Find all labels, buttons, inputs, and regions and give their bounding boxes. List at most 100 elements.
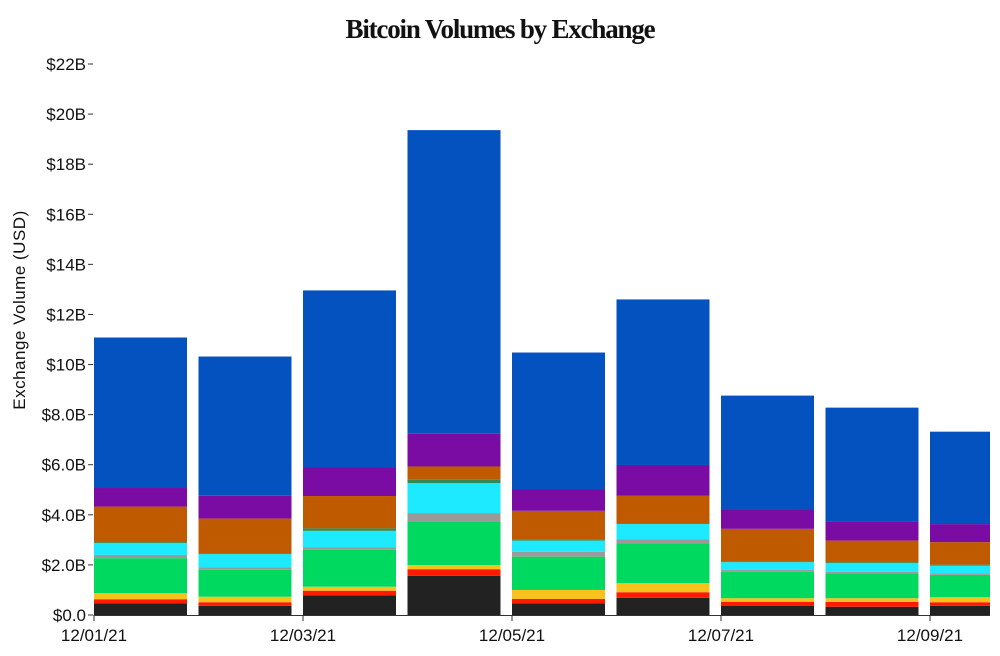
bar-stack: [825, 407, 919, 615]
bar-segment: [721, 598, 814, 602]
bar-segment: [721, 509, 814, 529]
y-tick-label: $6.0B: [42, 456, 86, 475]
bar-segment: [407, 521, 501, 566]
bar-segment: [407, 433, 501, 467]
bar-segment: [616, 464, 710, 496]
bar-segment: [407, 565, 501, 570]
bar-segment: [198, 569, 292, 597]
bar-stack: [930, 431, 990, 615]
bar-segment: [616, 597, 710, 615]
bar-segment: [930, 573, 990, 575]
x-tick-label: 12/09/21: [897, 626, 963, 645]
bar-segment: [616, 299, 710, 465]
x-tick-label: 12/07/21: [688, 626, 754, 645]
y-tick-label: $2.0B: [42, 556, 86, 575]
chart-title: Bitcoin Volumes by Exchange: [346, 14, 656, 44]
y-tick-label: $10B: [46, 356, 86, 375]
bar-segment: [198, 553, 292, 555]
bar-segment: [930, 542, 990, 565]
bar-segment: [825, 598, 919, 602]
bar-segment: [721, 395, 814, 510]
bar-segment: [616, 543, 710, 584]
y-axis: $0.0 $2.0B $4.0B $6.0B $8.0B $10B $12B $14B $16B…: [42, 55, 93, 625]
bar-segment: [825, 606, 919, 615]
bar-segment: [616, 523, 710, 525]
y-tick-label: $18B: [46, 155, 86, 174]
y-tick-label: $22B: [46, 55, 86, 74]
bar-segment: [721, 605, 814, 615]
bar-segment: [721, 562, 814, 570]
y-tick-label: $0.0: [53, 606, 86, 625]
bar-segment: [303, 595, 396, 615]
bar-segment: [930, 574, 990, 598]
bar-segment: [721, 561, 814, 563]
bar-segment: [94, 554, 187, 559]
bar-segment: [930, 564, 990, 566]
y-tick-label: $8.0B: [42, 406, 86, 425]
y-axis-label: Exchange Volume (USD): [10, 210, 29, 409]
bar-segment: [94, 558, 187, 594]
x-axis: 12/01/21 12/03/21 12/05/21 12/07/21 12/09/21: [61, 615, 990, 645]
bar-segment: [930, 602, 990, 606]
bar-segment: [825, 563, 919, 572]
bar-segment: [512, 539, 605, 541]
bar-segment: [825, 521, 919, 541]
bar-segment: [303, 496, 396, 529]
bar-segment: [930, 565, 990, 574]
bar-segment: [303, 528, 396, 531]
bar-segment: [825, 407, 919, 522]
bar-stack: [512, 352, 605, 615]
bar-segment: [94, 542, 187, 544]
bar-segment: [94, 603, 187, 615]
bar-segment: [303, 547, 396, 550]
x-tick-label: 12/01/21: [61, 626, 127, 645]
bar-segment: [825, 571, 919, 574]
bar-segment: [94, 506, 187, 543]
bar-segment: [407, 479, 501, 484]
bar-segment: [198, 605, 292, 615]
bar-segment: [721, 569, 814, 572]
bar-segment: [303, 549, 396, 587]
bar-segment: [825, 601, 919, 607]
bar-segment: [407, 483, 501, 514]
bar-segment: [303, 467, 396, 497]
bar-stack: [616, 299, 710, 615]
bar-stack: [721, 395, 814, 615]
bar-segment: [616, 539, 710, 544]
bar-segment: [198, 602, 292, 606]
y-tick-label: $14B: [46, 255, 86, 274]
bar-stack: [303, 290, 396, 615]
bar-segment: [94, 337, 187, 489]
bar-segment: [198, 596, 292, 603]
bar-segment: [198, 518, 292, 554]
bar-segment: [94, 593, 187, 600]
bar-segment: [616, 592, 710, 598]
bar-segment: [512, 589, 605, 599]
bar-segment: [407, 569, 501, 576]
bar-segment: [303, 590, 396, 596]
bar-segment: [303, 290, 396, 468]
y-tick-label: $4.0B: [42, 506, 86, 525]
bar-segment: [198, 495, 292, 519]
bar-stack: [198, 356, 292, 615]
bar-segment: [721, 528, 814, 562]
bar-segment: [721, 571, 814, 599]
bar-segment: [303, 586, 396, 591]
bar-segment: [94, 599, 187, 604]
bar-segment: [512, 551, 605, 557]
bar-segment: [512, 540, 605, 552]
bar-segment: [512, 598, 605, 604]
bar-segment: [407, 466, 501, 480]
y-tick-label: $20B: [46, 105, 86, 124]
bar-segment: [303, 530, 396, 548]
bar-segment: [407, 513, 501, 522]
bar-segment: [198, 356, 292, 496]
bars-group: [94, 130, 990, 615]
bar-segment: [407, 130, 501, 434]
bar-segment: [512, 510, 605, 540]
bar-segment: [198, 554, 292, 568]
bar-segment: [512, 556, 605, 590]
bar-segment: [512, 603, 605, 615]
y-tick-label: $16B: [46, 205, 86, 224]
